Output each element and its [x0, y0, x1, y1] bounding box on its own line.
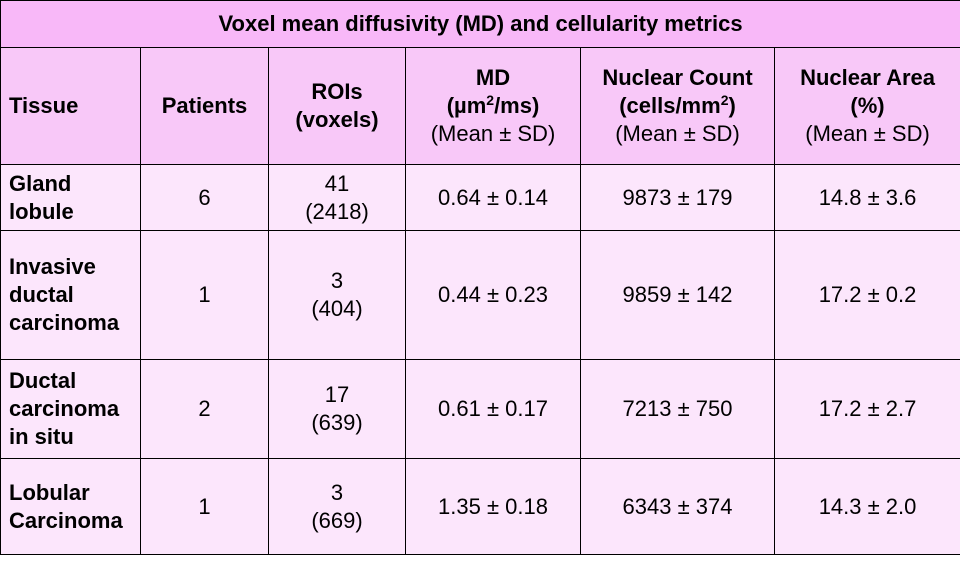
rois-count: 41 [324, 170, 350, 196]
cell-tissue: Ductal carcinoma in situ [0, 359, 141, 459]
rois-voxels: (669) [311, 507, 363, 533]
tissue-line: Gland [9, 170, 72, 196]
cell-patients: 2 [140, 359, 269, 459]
tissue-line: Lobular [9, 479, 90, 505]
tissue-line: in situ [9, 424, 74, 449]
tissue-line: carcinoma [9, 396, 120, 421]
header-count-unit-pre: (cells/mm [619, 93, 721, 118]
header-rois-line2: (voxels) [295, 107, 379, 132]
cell-nuclear-count: 9859 ± 142 [580, 230, 775, 360]
header-md-line3: (Mean ± SD) [430, 121, 556, 146]
cell-tissue: Lobular Carcinoma [0, 458, 141, 555]
table-row: Gland lobule 6 41 (2418) 0.64 ± 0.14 987… [0, 164, 960, 231]
rois-voxels: (2418) [305, 198, 369, 224]
header-md-unit-sup: 2 [486, 92, 495, 108]
cell-nuclear-count: 9873 ± 179 [580, 164, 775, 231]
cell-nuclear-area: 14.8 ± 3.6 [773, 164, 960, 231]
cell-rois: 41 (2418) [268, 164, 406, 231]
tissue-line: lobule [9, 198, 74, 224]
rois-count: 3 [330, 268, 344, 293]
rois-voxels: (404) [311, 296, 363, 321]
header-area-line2: (%) [850, 93, 885, 118]
header-patients: Patients [140, 47, 269, 165]
tissue-line: carcinoma [9, 310, 120, 335]
header-count-line3: (Mean ± SD) [615, 121, 740, 146]
header-area-line1: Nuclear Area [800, 65, 935, 90]
cell-md: 0.61 ± 0.17 [405, 359, 581, 459]
tissue-line: Ductal [9, 368, 77, 393]
header-nuclear-area: Nuclear Area (%) (Mean ± SD) [773, 47, 960, 165]
header-md: MD (µm2/ms) (Mean ± SD) [405, 47, 581, 165]
tissue-line: Carcinoma [9, 507, 123, 533]
cell-nuclear-count: 7213 ± 750 [580, 359, 775, 459]
table-row: Ductal carcinoma in situ 2 17 (639) 0.61… [0, 359, 960, 459]
header-rois: ROIs (voxels) [268, 47, 406, 165]
title-row: Voxel mean diffusivity (MD) and cellular… [0, 0, 960, 48]
header-nuclear-count: Nuclear Count (cells/mm2) (Mean ± SD) [580, 47, 775, 165]
cell-patients: 1 [140, 230, 269, 360]
cell-rois: 17 (639) [268, 359, 406, 459]
rois-count: 3 [330, 479, 344, 505]
tissue-line: ductal [9, 282, 74, 307]
cell-rois: 3 (404) [268, 230, 406, 360]
header-tissue: Tissue [0, 47, 141, 165]
header-md-line1: MD [475, 65, 511, 90]
cell-nuclear-area: 17.2 ± 2.7 [773, 359, 960, 459]
header-count-unit-sup: 2 [720, 92, 729, 108]
cell-md: 0.44 ± 0.23 [405, 230, 581, 360]
header-count-unit-post: ) [728, 93, 736, 118]
cell-tissue: Gland lobule [0, 164, 141, 231]
cell-patients: 1 [140, 458, 269, 555]
header-area-line3: (Mean ± SD) [805, 121, 930, 146]
rois-count: 17 [324, 382, 350, 407]
table-row: Invasive ductal carcinoma 1 3 (404) 0.44… [0, 230, 960, 360]
cell-nuclear-count: 6343 ± 374 [580, 458, 775, 555]
tissue-line: Invasive [9, 254, 96, 279]
cell-md: 0.64 ± 0.14 [405, 164, 581, 231]
cell-nuclear-area: 17.2 ± 0.2 [773, 230, 960, 360]
cell-patients: 6 [140, 164, 269, 231]
header-patients-label: Patients [161, 93, 248, 118]
cell-md: 1.35 ± 0.18 [405, 458, 581, 555]
header-rois-line1: ROIs [311, 79, 363, 104]
cell-tissue: Invasive ductal carcinoma [0, 230, 141, 360]
rois-voxels: (639) [311, 410, 363, 435]
table-row: Lobular Carcinoma 1 3 (669) 1.35 ± 0.18 … [0, 458, 960, 555]
table-title: Voxel mean diffusivity (MD) and cellular… [0, 0, 960, 48]
cell-nuclear-area: 14.3 ± 2.0 [773, 458, 960, 555]
header-md-unit-pre: (µm [446, 93, 487, 118]
cell-rois: 3 (669) [268, 458, 406, 555]
header-md-line2: (µm2/ms) [406, 92, 580, 120]
header-row: Tissue Patients ROIs (voxels) MD (µm2/ms… [0, 47, 960, 165]
header-count-line2: (cells/mm2) [581, 92, 774, 120]
header-count-line1: Nuclear Count [602, 65, 753, 90]
header-md-unit-post: /ms) [494, 93, 540, 118]
